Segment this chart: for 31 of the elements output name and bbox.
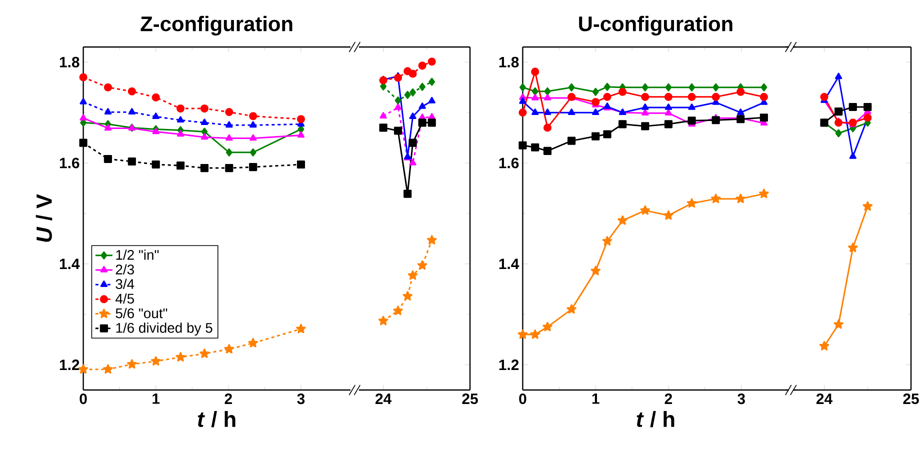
x-tick-label: 24 (816, 394, 832, 404)
y-tick-label: 1.8 (60, 56, 80, 68)
legend-label: 4/5 (116, 293, 134, 304)
legend-label: 5/6 "out" (116, 308, 168, 318)
x-axis-title: t / h (198, 410, 236, 428)
x-tick-label: 25 (462, 394, 478, 404)
y-axis-title: U / V (36, 194, 52, 242)
x-tick-label: 2 (664, 394, 672, 404)
legend-label: 1/2 "in" (116, 250, 159, 260)
x-tick-label: 1 (152, 394, 160, 404)
legend-label: 1/6 divided by 5 (116, 322, 212, 336)
y-tick-label: 1.6 (60, 158, 80, 168)
y-tick-label: 1.6 (499, 158, 519, 168)
x-tick-label: 25 (903, 394, 919, 404)
x-tick-label: 3 (297, 394, 305, 404)
y-tick-label: 1.4 (499, 258, 520, 270)
x-axis-title: t / h (636, 410, 674, 428)
y-tick-label: 1.2 (60, 360, 80, 370)
x-tick-label: 1 (592, 394, 600, 404)
chart-title: Z-configuration (140, 16, 292, 36)
x-tick-label: 3 (738, 394, 745, 404)
chart-title: U-configuration (579, 16, 732, 36)
x-tick-label: 0 (80, 394, 87, 404)
legend-label: 3/4 (116, 278, 134, 290)
x-tick-label: 0 (519, 394, 526, 404)
legend-label: 2/3 (116, 264, 134, 274)
y-tick-label: 1.8 (499, 56, 519, 68)
y-tick-label: 1.4 (60, 258, 80, 270)
y-tick-label: 1.2 (499, 360, 519, 370)
x-tick-label: 2 (224, 394, 232, 404)
x-tick-label: 24 (375, 394, 392, 404)
